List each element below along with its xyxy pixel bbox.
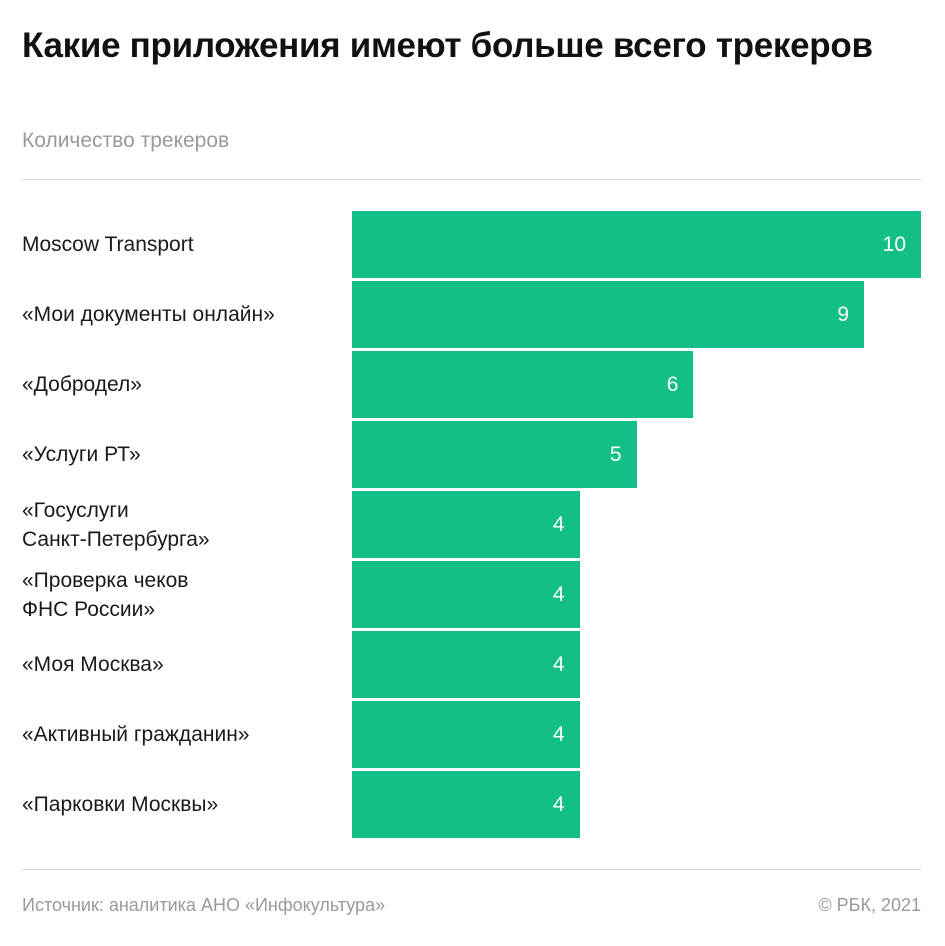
bar — [352, 281, 865, 348]
bar-value-label: 5 — [609, 442, 622, 466]
bar — [352, 351, 694, 418]
bar-value-label: 10 — [882, 232, 906, 256]
bar-value-label: 6 — [666, 372, 679, 396]
bar-value-label: 9 — [837, 302, 850, 326]
bar — [352, 771, 580, 838]
bar — [352, 561, 580, 628]
category-label: «Моя Москва» — [22, 653, 164, 676]
category-label: Moscow Transport — [22, 233, 194, 256]
bar — [352, 421, 637, 488]
chart-subtitle: Количество трекеров — [22, 129, 230, 152]
bar-value-label: 4 — [552, 792, 565, 816]
top-divider — [22, 179, 921, 180]
category-label: «Активный гражданин» — [22, 723, 250, 746]
category-label: «Госуслуги Санкт-Петербурга» — [22, 498, 210, 551]
category-label: «Мои документы онлайн» — [22, 303, 275, 326]
bar-value-label: 4 — [552, 512, 565, 536]
bar-value-label: 4 — [552, 652, 565, 676]
category-label: «Проверка чеков ФНС России» — [22, 568, 189, 621]
copyright-note: © РБК, 2021 — [818, 895, 921, 915]
category-label: «Добродел» — [22, 373, 142, 396]
bar — [352, 491, 580, 558]
category-label: «Парковки Москвы» — [22, 793, 219, 816]
chart-title: Какие приложения имеют больше всего трек… — [22, 26, 873, 65]
bar — [352, 631, 580, 698]
bar — [352, 701, 580, 768]
bar — [352, 211, 921, 278]
bar-value-label: 4 — [552, 722, 565, 746]
bar-value-label: 4 — [552, 582, 565, 606]
source-note: Источник: аналитика АНО «Инфокультура» — [22, 895, 386, 915]
bottom-divider — [22, 869, 921, 870]
category-label: «Услуги РТ» — [22, 443, 141, 466]
